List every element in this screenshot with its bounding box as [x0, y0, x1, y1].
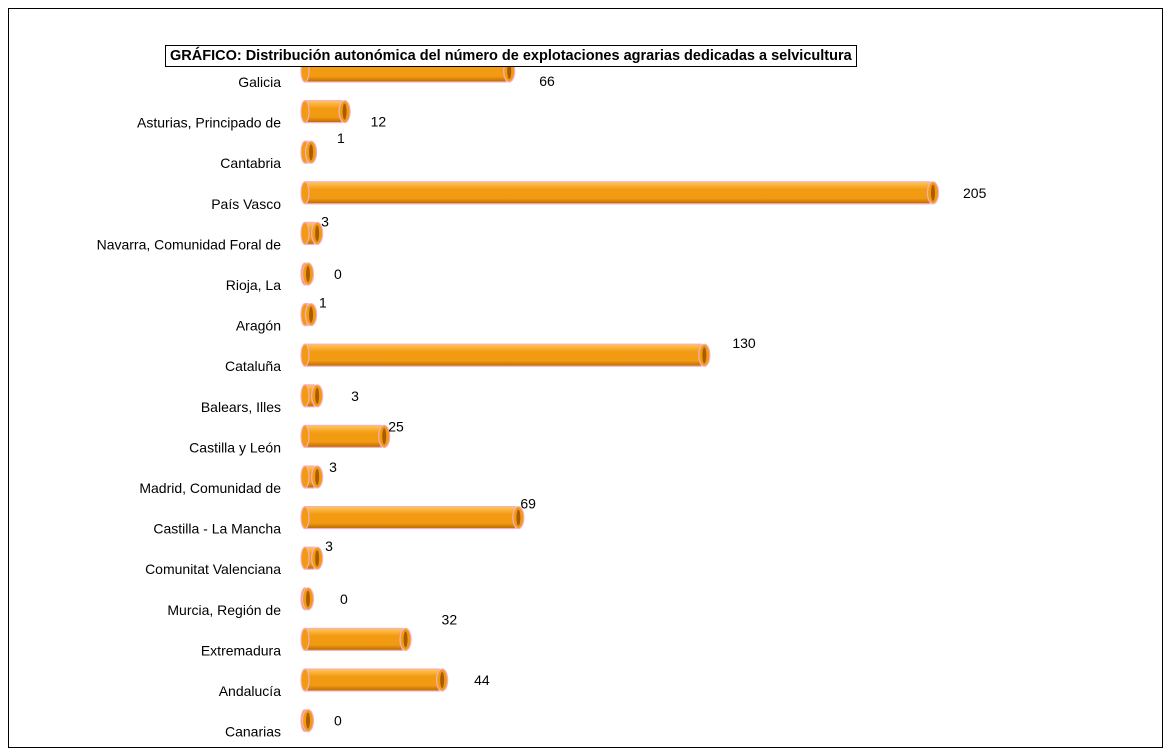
bar-end-cap-face	[931, 184, 935, 201]
category-label: Castilla - La Mancha	[153, 521, 281, 537]
category-label: Galicia	[238, 74, 281, 90]
bar-body	[304, 181, 931, 205]
bar	[300, 465, 324, 489]
bar-end-cap-face	[516, 509, 521, 526]
bar	[300, 303, 318, 327]
bar-end-cap-face	[309, 144, 314, 161]
category-label: Andalucía	[219, 683, 281, 699]
bar-start-cap	[300, 424, 310, 448]
bar-start-cap	[300, 343, 310, 367]
category-label: Cantabria	[220, 155, 281, 171]
category-label: Balears, Illes	[201, 399, 281, 415]
value-label: 3	[325, 538, 333, 554]
category-labels: Galicia Asturias, Principado de Cantabria P…	[97, 74, 282, 740]
bar-end-cap-face	[403, 631, 408, 648]
bar	[300, 708, 315, 733]
value-label: 69	[520, 496, 536, 512]
bar-end-cap-face	[382, 428, 387, 445]
chart-frame: Galicia Asturias, Principado de Cantabria P…	[8, 8, 1163, 748]
value-label: 32	[442, 611, 458, 627]
bar-end-cap-face	[315, 469, 320, 485]
bar-end-cap-face	[309, 306, 314, 323]
bar	[300, 424, 391, 448]
value-label: 25	[388, 418, 404, 434]
bar-end-cap-face	[440, 672, 445, 688]
value-label: 0	[334, 266, 342, 282]
category-label: Asturias, Principado de	[137, 115, 281, 131]
bar	[300, 181, 940, 205]
value-label: 3	[321, 213, 329, 229]
bar	[300, 99, 351, 124]
value-label: 44	[474, 672, 490, 688]
category-label: Cataluña	[225, 358, 281, 374]
bar-body	[304, 668, 440, 692]
bar-end-cap-face	[342, 103, 347, 120]
category-label: Castilla y León	[189, 439, 281, 455]
bar-start-cap	[300, 465, 310, 489]
bar-body	[304, 424, 382, 448]
value-label: 66	[539, 73, 555, 89]
bar-end-cap-face	[702, 347, 707, 364]
bar-start-cap	[300, 668, 310, 692]
value-label: 1	[319, 295, 327, 311]
bar	[300, 627, 412, 652]
bar-start-cap	[300, 384, 310, 408]
value-label: 205	[963, 185, 987, 201]
bar-body	[304, 99, 343, 124]
bar-body	[304, 343, 702, 367]
chart-title: GRÁFICO: Distribución autonómica del núm…	[165, 45, 857, 67]
bar	[300, 587, 315, 611]
bar-body	[304, 627, 404, 652]
bar	[300, 140, 318, 164]
category-label: Murcia, Región de	[167, 602, 281, 618]
bar-start-cap	[300, 546, 310, 570]
bar-end-cap-face	[306, 590, 310, 607]
bar-end-cap-face	[315, 387, 320, 404]
bars-layer	[300, 59, 940, 733]
category-label: Canarias	[225, 724, 281, 740]
bar-chart: Galicia Asturias, Principado de Cantabria P…	[97, 59, 987, 740]
bar-start-cap	[300, 627, 310, 652]
bar	[300, 262, 315, 286]
value-label: 1	[337, 130, 345, 146]
value-label: 0	[340, 591, 348, 607]
category-label: Comunitat Valenciana	[145, 561, 281, 577]
bar-start-cap	[300, 99, 310, 124]
bar-end-cap-face	[306, 266, 310, 282]
category-label: País Vasco	[211, 196, 281, 212]
bar-start-cap	[300, 181, 310, 205]
bar-body	[304, 506, 516, 530]
value-label: 12	[371, 114, 387, 130]
bar-end-cap-face	[306, 712, 310, 729]
bar-end-cap-face	[315, 550, 320, 567]
category-label: Madrid, Comunidad de	[139, 480, 281, 496]
category-label: Rioja, La	[226, 277, 281, 293]
value-label: 130	[732, 335, 756, 351]
bar-start-cap	[300, 221, 310, 245]
bar-start-cap	[300, 506, 310, 530]
category-label: Aragón	[236, 318, 281, 334]
category-label: Navarra, Comunidad Foral de	[97, 236, 282, 252]
bar	[300, 343, 711, 367]
category-label: Extremadura	[201, 642, 281, 658]
value-label: 0	[334, 713, 342, 729]
bar	[300, 384, 324, 408]
value-label: 3	[329, 459, 337, 475]
bar	[300, 506, 525, 530]
bar-end-cap-face	[507, 63, 512, 79]
bar-end-cap-face	[315, 225, 320, 242]
bar	[300, 546, 324, 570]
bar	[300, 221, 324, 245]
value-label: 3	[351, 388, 359, 404]
bar	[300, 668, 449, 692]
